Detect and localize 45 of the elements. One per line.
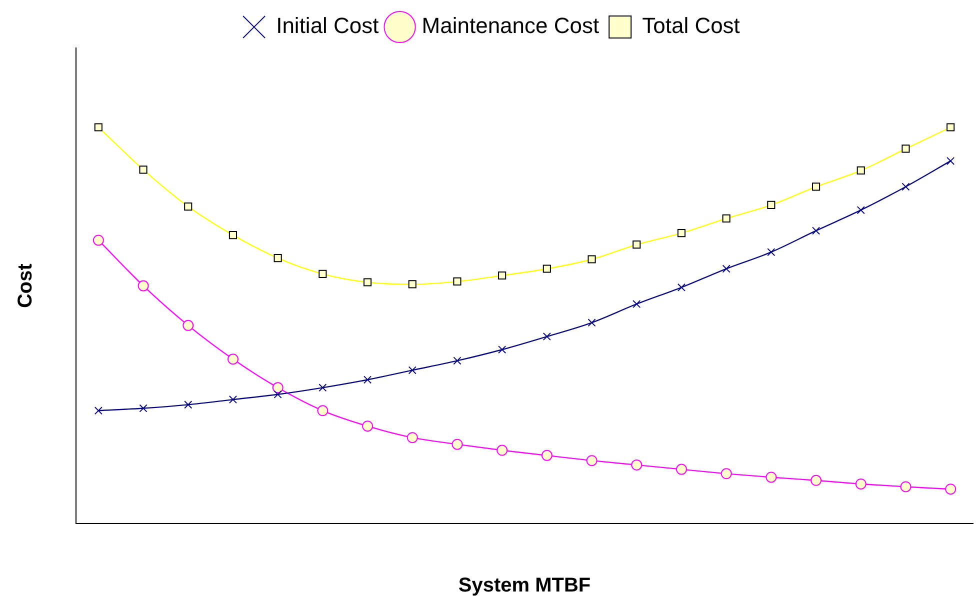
point [138,280,149,292]
point [722,264,730,273]
point [677,283,686,292]
point [810,474,822,486]
point [408,366,416,374]
point [453,356,462,365]
legend-label: Maintenance Cost [422,13,600,38]
point [363,376,372,384]
point [588,318,596,327]
point [586,455,598,466]
point [139,404,148,412]
x-axis-title: System MTBF [458,574,591,597]
point [452,438,463,450]
y-axis-title: Cost [14,263,37,308]
point [902,182,910,191]
point [498,346,506,354]
point [945,484,956,495]
point [496,444,508,456]
point [812,226,820,235]
point [94,406,102,415]
point [362,420,374,432]
point [184,400,192,409]
point [542,332,551,341]
point [632,300,641,308]
legend-label: Initial Cost [276,13,379,38]
point [92,234,104,246]
point [227,354,238,365]
legend-label: Total Cost [642,13,740,38]
point [406,432,418,444]
point [856,206,865,214]
point [541,450,552,461]
point [318,384,327,392]
point [767,248,776,256]
point [766,472,777,483]
point [317,405,328,416]
point [274,390,282,398]
point [900,481,912,492]
point [272,382,284,394]
point [720,468,732,480]
point [228,396,238,404]
point [946,156,955,165]
point [855,478,866,490]
point [631,459,642,470]
point [676,464,687,475]
point [182,320,194,331]
